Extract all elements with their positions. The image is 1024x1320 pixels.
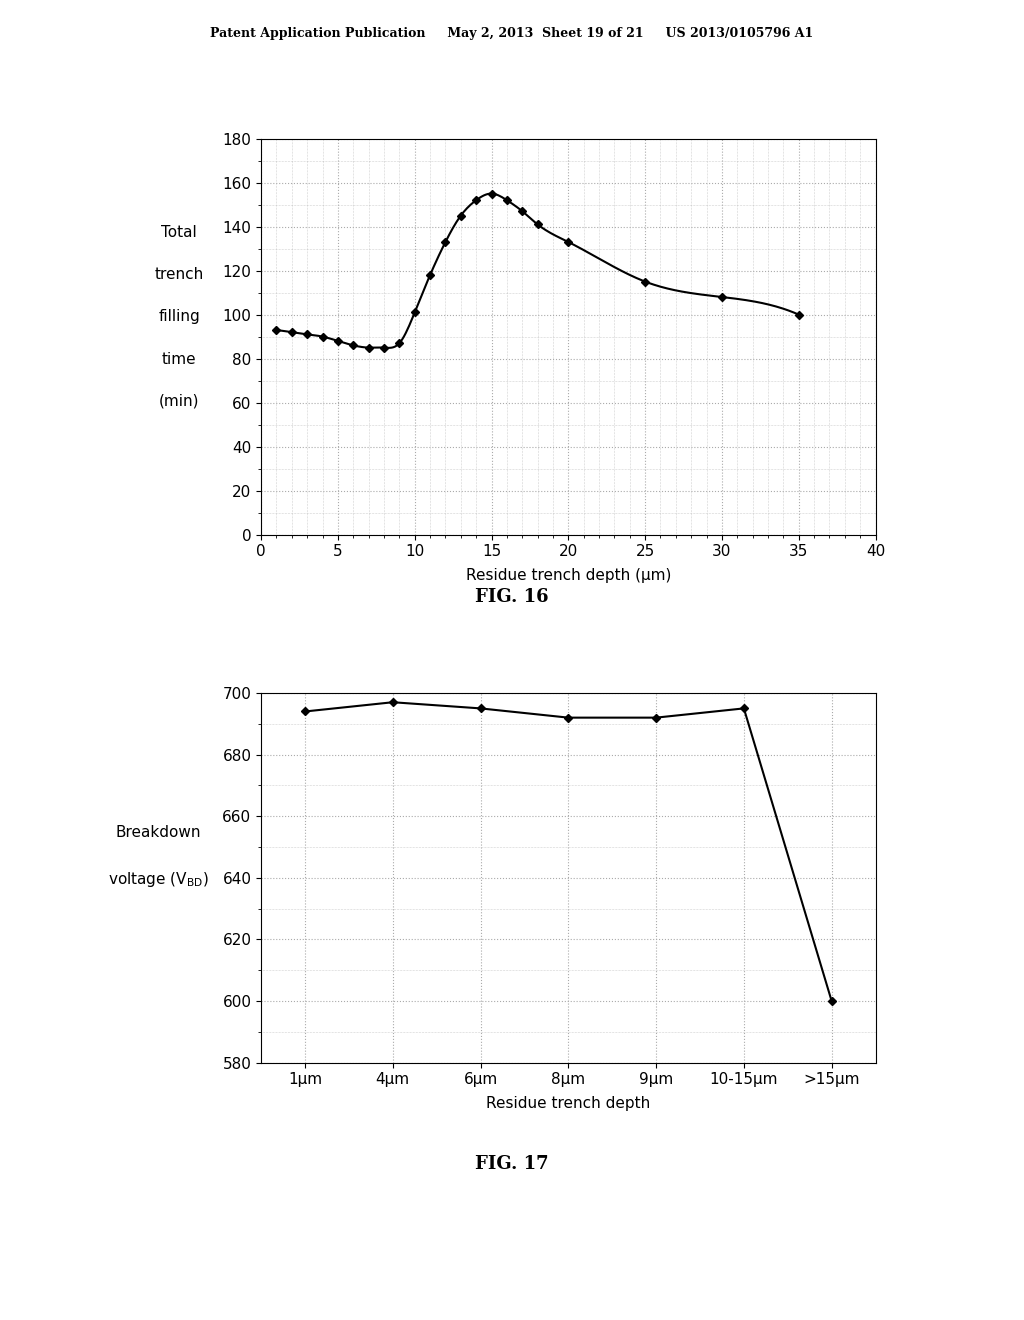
Text: (min): (min) — [159, 393, 200, 409]
Text: FIG. 16: FIG. 16 — [475, 587, 549, 606]
Text: filling: filling — [159, 309, 200, 325]
Text: trench: trench — [155, 267, 204, 282]
X-axis label: Residue trench depth: Residue trench depth — [486, 1096, 650, 1110]
Text: Breakdown: Breakdown — [116, 825, 202, 841]
X-axis label: Residue trench depth (μm): Residue trench depth (μm) — [466, 568, 671, 582]
Text: FIG. 17: FIG. 17 — [475, 1155, 549, 1173]
Text: Total: Total — [162, 224, 197, 240]
Text: time: time — [162, 351, 197, 367]
Text: Patent Application Publication     May 2, 2013  Sheet 19 of 21     US 2013/01057: Patent Application Publication May 2, 20… — [210, 26, 814, 40]
Text: voltage ($\mathregular{V_{BD}}$): voltage ($\mathregular{V_{BD}}$) — [109, 870, 209, 888]
